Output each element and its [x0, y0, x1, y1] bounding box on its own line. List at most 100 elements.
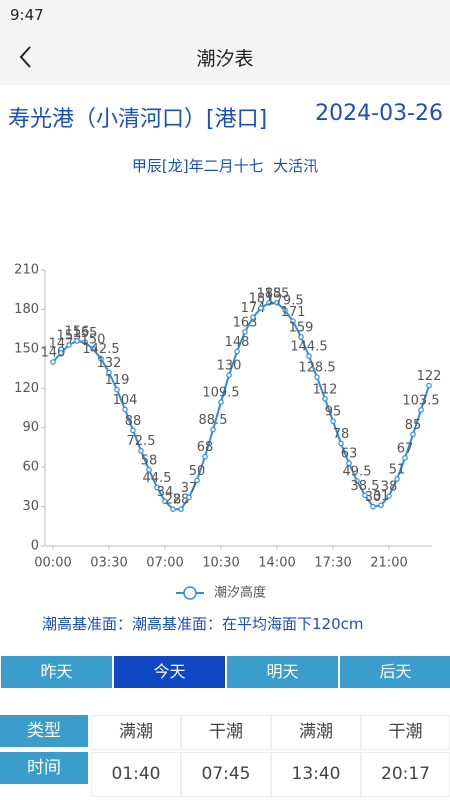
value-label: 132	[97, 356, 122, 371]
station-name: 寿光港（小清河口）[港口]	[8, 107, 268, 132]
x-tick-label: 17:30	[314, 556, 351, 571]
value-label: 112	[313, 382, 338, 397]
value-label: 38	[381, 480, 398, 495]
point	[114, 386, 120, 393]
value-label: 130	[217, 359, 242, 374]
day-tab[interactable]: 今天	[114, 656, 225, 688]
y-tick-label: 90	[22, 420, 39, 435]
value-label: 50	[189, 464, 206, 479]
value-label: 37	[181, 481, 198, 496]
value-label: 147	[49, 336, 74, 351]
value-label: 179.5	[266, 294, 303, 309]
point	[90, 346, 96, 352]
point	[50, 359, 56, 365]
value-label: 140	[41, 346, 66, 361]
value-label: 104	[113, 393, 138, 408]
point	[122, 406, 128, 413]
value-label: 148	[225, 335, 250, 350]
point	[202, 453, 208, 460]
value-label: 119	[105, 373, 130, 388]
point	[218, 399, 224, 405]
value-label: 109.5	[202, 386, 239, 401]
point	[290, 318, 296, 325]
point	[82, 339, 88, 346]
value-label: 150	[81, 332, 106, 347]
point	[306, 353, 312, 359]
y-tick-label: 120	[14, 381, 39, 396]
point	[378, 502, 384, 509]
value-label: 38.5	[351, 479, 380, 494]
point	[170, 506, 176, 513]
x-tick-label: 00:00	[34, 556, 71, 571]
lunar-date: 甲辰[龙]年二月十七 大活汛	[131, 157, 319, 175]
value-label: 128.5	[298, 361, 335, 376]
datum-note: 潮高基准面：潮高基准面：在平均海面下120cm	[42, 615, 364, 633]
point	[282, 307, 288, 313]
point	[106, 369, 112, 376]
table-cell: 20:17	[361, 752, 450, 797]
value-label: 85	[405, 418, 422, 433]
day-tab[interactable]: 明天	[227, 656, 338, 688]
value-label: 51	[389, 462, 406, 477]
point	[298, 334, 304, 340]
point	[146, 466, 152, 473]
x-tick-label: 14:00	[258, 556, 295, 571]
point	[98, 355, 104, 362]
x-tick-label: 10:30	[202, 556, 239, 571]
point	[162, 498, 168, 505]
value-label: 185	[257, 286, 282, 301]
chart: 0 30 60 90 120 150 180 210 00:00 03:30 07:00 10:30 1…	[14, 263, 442, 601]
point	[266, 300, 272, 306]
point	[138, 447, 144, 454]
y-tick-label: 0	[31, 539, 39, 554]
table-cell: 13:40	[271, 752, 361, 797]
header-title: 潮汐表	[196, 48, 254, 70]
value-label: 159	[289, 321, 314, 336]
point	[338, 440, 344, 447]
value-label: 63	[341, 447, 358, 462]
point	[66, 342, 72, 348]
point	[402, 455, 408, 461]
point	[210, 426, 216, 433]
day-tab[interactable]: 后天	[340, 656, 450, 688]
value-label: 28	[173, 493, 190, 508]
point	[130, 427, 136, 434]
point	[74, 338, 80, 344]
point	[250, 314, 256, 321]
x-tick-label: 21:00	[370, 556, 407, 571]
table-cell: 07:45	[181, 752, 271, 797]
point	[322, 396, 328, 402]
legend-marker	[183, 586, 197, 600]
point	[394, 476, 400, 482]
row-header: 类型	[0, 715, 88, 747]
point	[274, 300, 280, 306]
y-tick-label: 30	[22, 499, 39, 514]
value-label: 44.5	[143, 471, 172, 486]
point	[346, 460, 352, 467]
value-label: 34	[157, 485, 174, 500]
row-header: 时间	[0, 752, 88, 784]
point	[362, 492, 368, 499]
back-button[interactable]	[16, 44, 36, 70]
y-tick-label: 150	[14, 341, 39, 356]
y-tick-label: 60	[22, 460, 39, 475]
point	[186, 494, 192, 501]
value-label: 88.5	[199, 413, 228, 428]
y-tick-label: 210	[14, 263, 39, 278]
x-tick-label: 03:30	[90, 556, 127, 571]
point	[178, 506, 184, 513]
value-label: 78	[333, 427, 350, 442]
point	[154, 484, 160, 491]
point	[234, 348, 240, 355]
point	[226, 372, 232, 378]
point	[58, 350, 64, 356]
day-tab[interactable]: 昨天	[1, 656, 112, 688]
point	[410, 431, 416, 438]
value-label: 68	[197, 440, 214, 455]
value-label: 67	[397, 441, 414, 456]
point	[242, 328, 248, 335]
table-cell: 01:40	[91, 752, 181, 797]
value-label: 156	[65, 324, 90, 339]
value-label: 171	[281, 305, 306, 320]
value-label: 122	[417, 369, 442, 384]
